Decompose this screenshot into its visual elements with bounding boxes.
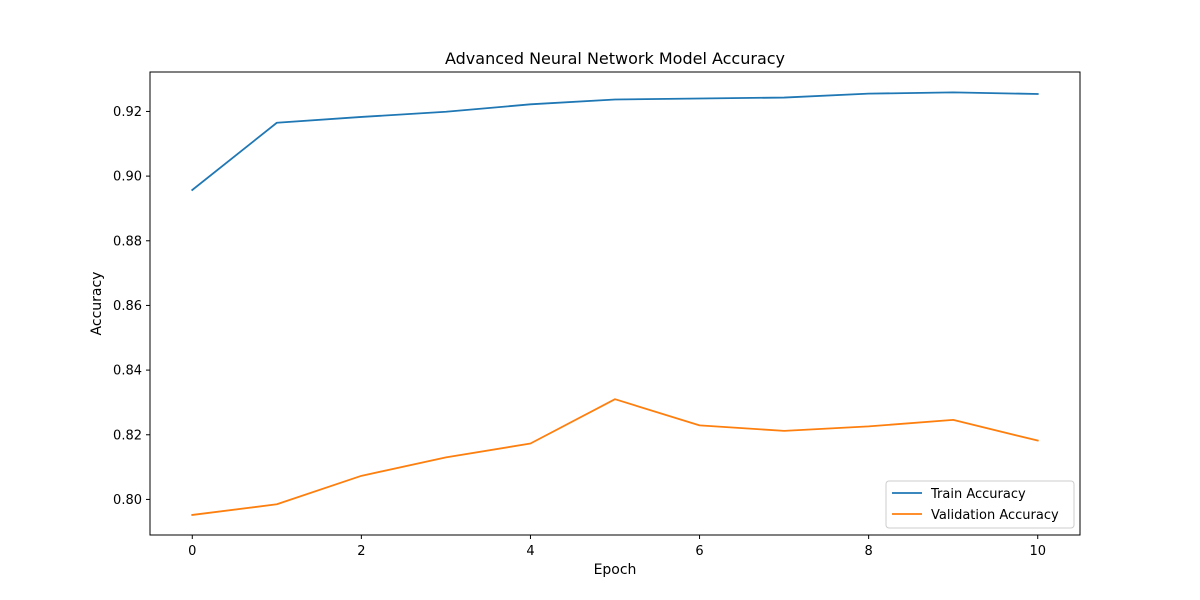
y-tick-label: 0.92 xyxy=(113,105,142,120)
y-tick-label: 0.80 xyxy=(113,493,142,508)
x-axis-ticks: 0 2 4 6 8 10 xyxy=(188,535,1046,559)
legend: Train Accuracy Validation Accuracy xyxy=(885,480,1075,529)
plot-frame xyxy=(149,71,1081,536)
y-axis-label: Accuracy xyxy=(89,272,105,336)
chart-title: Advanced Neural Network Model Accuracy xyxy=(445,49,785,68)
y-tick-label: 0.88 xyxy=(113,234,142,249)
legend-label-validation: Validation Accuracy xyxy=(931,508,1059,523)
x-tick-label: 0 xyxy=(188,544,196,559)
legend-label-train: Train Accuracy xyxy=(930,487,1026,502)
y-tick-label: 0.86 xyxy=(113,299,142,314)
x-tick-label: 8 xyxy=(864,544,872,559)
y-tick-label: 0.84 xyxy=(113,364,142,379)
y-tick-label: 0.90 xyxy=(113,170,142,185)
series-layer xyxy=(191,91,1039,516)
x-tick-label: 4 xyxy=(526,544,534,559)
x-tick-label: 2 xyxy=(357,544,365,559)
series-line-validation-accuracy xyxy=(191,398,1039,516)
x-tick-label: 10 xyxy=(1029,544,1046,559)
y-axis-ticks: 0.80 0.82 0.84 0.86 0.88 0.90 0.92 xyxy=(113,105,150,508)
plot-area xyxy=(150,72,1080,535)
legend-box xyxy=(885,480,1075,529)
series-line-train-accuracy xyxy=(191,91,1039,192)
x-axis-label: Epoch xyxy=(594,562,637,578)
x-tick-label: 6 xyxy=(695,544,703,559)
y-tick-label: 0.82 xyxy=(113,428,142,443)
